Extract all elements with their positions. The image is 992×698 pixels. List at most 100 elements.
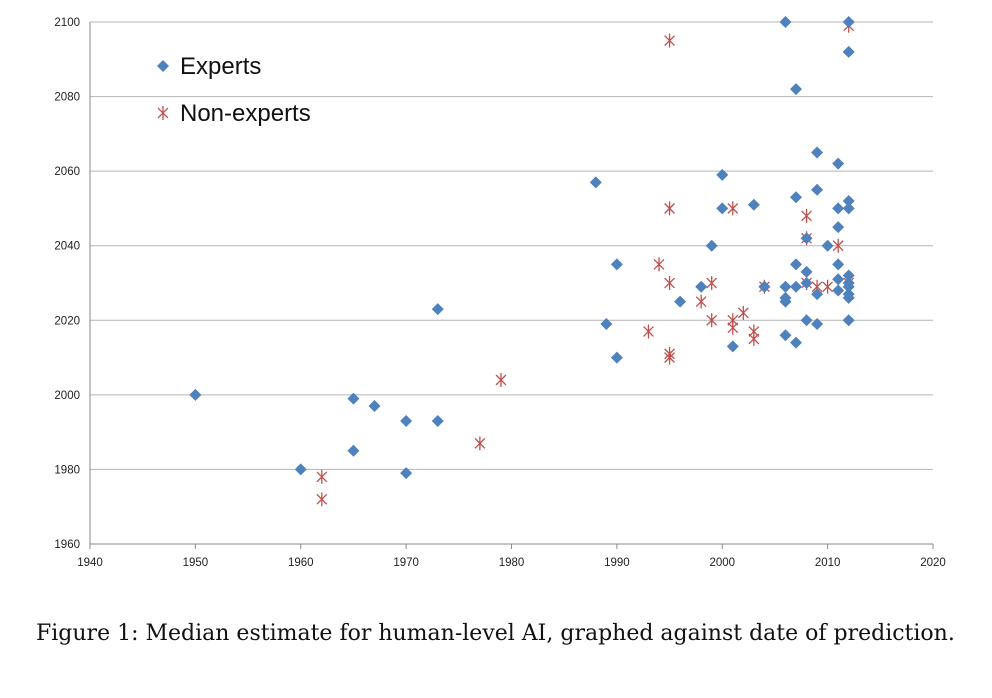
data-points xyxy=(189,16,855,507)
x-tick-label: 1980 xyxy=(499,557,525,569)
point-experts xyxy=(811,288,824,301)
point-non-experts xyxy=(706,276,718,290)
point-non-experts xyxy=(664,350,675,365)
y-tick-label: 2020 xyxy=(54,315,80,327)
point-experts xyxy=(811,318,824,331)
point-experts xyxy=(842,45,855,58)
y-tick-label: 2000 xyxy=(54,390,80,402)
point-experts xyxy=(368,400,381,413)
point-experts xyxy=(800,277,813,289)
point-experts xyxy=(800,265,813,278)
point-experts xyxy=(800,232,813,245)
point-non-experts xyxy=(316,469,328,484)
point-experts xyxy=(705,239,718,252)
point-experts xyxy=(779,329,792,342)
point-experts xyxy=(842,269,855,282)
point-non-experts xyxy=(727,320,739,335)
point-experts xyxy=(189,388,202,401)
point-experts xyxy=(842,280,855,293)
point-experts xyxy=(811,146,824,159)
point-experts xyxy=(716,202,729,215)
gridlines xyxy=(90,21,933,470)
point-non-experts xyxy=(643,324,654,339)
x-tick-label: 2010 xyxy=(815,557,841,569)
point-experts xyxy=(347,444,360,457)
legend-item-non-experts: Non-experts xyxy=(157,100,311,127)
point-experts xyxy=(842,314,855,327)
point-non-experts xyxy=(664,33,675,48)
x-tick-label: 2000 xyxy=(709,557,735,569)
point-non-experts xyxy=(316,492,328,507)
point-experts xyxy=(790,336,803,349)
point-experts xyxy=(758,280,771,293)
point-experts xyxy=(400,414,413,427)
point-experts xyxy=(294,463,307,476)
y-tick-label: 2040 xyxy=(54,241,80,253)
point-experts xyxy=(832,273,845,286)
legend-marker-experts xyxy=(157,60,169,72)
axes xyxy=(89,22,934,549)
point-experts xyxy=(821,239,834,252)
point-experts xyxy=(779,280,792,293)
scatter-chart: 1960 1980 2000 2020 2040 2060 2080 2100 1940 195… xyxy=(54,16,946,569)
point-experts xyxy=(790,83,803,96)
point-non-experts xyxy=(653,257,665,272)
point-experts xyxy=(674,295,687,308)
point-non-experts xyxy=(495,372,507,387)
y-tick-label: 1960 xyxy=(54,539,80,551)
point-experts xyxy=(610,351,623,364)
point-experts xyxy=(800,314,813,327)
legend: Experts Non-experts xyxy=(157,53,311,127)
point-non-experts xyxy=(801,208,812,223)
x-tick-label: 1970 xyxy=(393,557,419,569)
point-non-experts xyxy=(706,313,718,328)
point-experts xyxy=(400,467,413,480)
point-experts xyxy=(779,295,792,308)
point-experts xyxy=(431,303,444,316)
point-experts xyxy=(842,194,855,207)
point-experts xyxy=(790,280,803,293)
point-experts xyxy=(842,291,855,304)
x-tick-label: 2020 xyxy=(920,557,946,569)
point-experts xyxy=(832,202,845,215)
y-tick-label: 1980 xyxy=(54,464,80,476)
point-experts xyxy=(726,340,739,353)
y-tick-label: 2100 xyxy=(54,17,80,29)
point-non-experts xyxy=(474,436,486,451)
x-tick-label: 1960 xyxy=(288,557,314,569)
point-experts xyxy=(347,392,360,405)
point-experts xyxy=(589,176,602,189)
x-tick-label: 1950 xyxy=(183,557,209,569)
legend-label-experts: Experts xyxy=(180,53,261,80)
point-experts xyxy=(779,16,792,28)
point-experts xyxy=(790,258,803,271)
point-non-experts xyxy=(727,201,739,216)
x-tick-label: 1990 xyxy=(604,557,630,569)
point-experts xyxy=(832,157,845,170)
point-experts xyxy=(716,168,729,181)
figure-caption: Figure 1: Median estimate for human-leve… xyxy=(36,621,955,646)
point-experts xyxy=(790,191,803,204)
point-experts xyxy=(842,16,855,28)
point-experts xyxy=(832,221,845,234)
y-tick-labels: 1960 1980 2000 2020 2040 2060 2080 2100 xyxy=(54,17,80,551)
point-non-experts xyxy=(695,294,707,309)
point-experts xyxy=(610,258,623,271)
point-non-experts xyxy=(748,331,760,346)
point-non-experts xyxy=(664,201,675,216)
x-tick-label: 1940 xyxy=(77,557,103,569)
point-non-experts xyxy=(664,276,675,290)
y-tick-label: 2080 xyxy=(54,92,80,104)
point-non-experts xyxy=(832,238,844,253)
point-non-experts xyxy=(737,305,749,320)
point-non-experts xyxy=(822,279,834,294)
point-experts xyxy=(842,202,855,215)
x-tick-labels: 1940 1950 1960 1970 1980 1990 2000 2010 2020 xyxy=(77,557,946,569)
legend-item-experts: Experts xyxy=(157,53,261,80)
y-tick-label: 2060 xyxy=(54,166,80,178)
legend-marker-non-experts xyxy=(157,106,169,120)
point-experts xyxy=(695,280,708,293)
point-experts xyxy=(747,198,760,211)
point-experts xyxy=(811,183,824,196)
point-experts xyxy=(832,284,845,297)
